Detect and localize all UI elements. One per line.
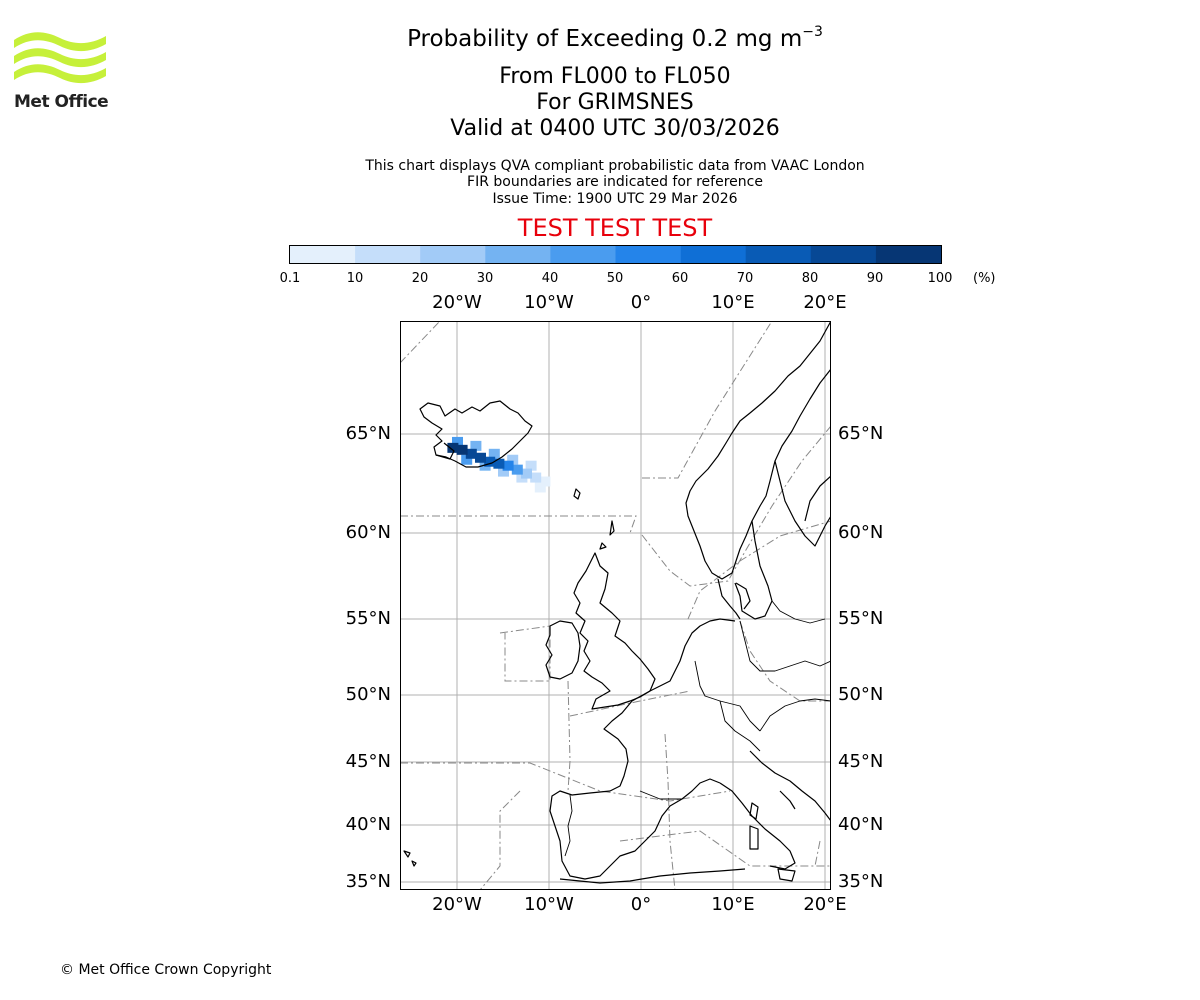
plume-cell <box>525 460 537 471</box>
lat-tick-left: 60°N <box>345 522 391 543</box>
colorbar-tick-label: 0.1 <box>279 271 301 286</box>
colorbar-swatch <box>875 246 942 263</box>
plume-cell <box>539 476 551 487</box>
lat-tick-left: 65°N <box>345 423 391 444</box>
colorbar-unit: (%) <box>973 271 996 286</box>
issue-time: Issue Time: 1900 UTC 29 Mar 2026 <box>492 191 738 207</box>
lon-tick-top: 20°E <box>803 292 847 313</box>
lat-tick-right: 55°N <box>838 608 884 629</box>
lat-tick-right: 65°N <box>838 423 884 444</box>
colorbar-swatch <box>615 246 681 263</box>
colorbar-tick-label: 30 <box>476 271 494 286</box>
lon-tick-top: 20°W <box>432 292 482 313</box>
plume-cell <box>470 440 482 451</box>
plume-cell <box>493 458 505 469</box>
colorbar-tick-label: 100 <box>927 271 953 286</box>
plume-cell <box>447 442 459 453</box>
lat-tick-right: 50°N <box>838 684 884 705</box>
lon-tick-bottom: 20°E <box>803 894 847 915</box>
colorbar-swatch <box>290 246 356 263</box>
plume-cell <box>521 468 532 479</box>
plume-cell <box>534 482 546 493</box>
valid-time: Valid at 0400 UTC 30/03/2026 <box>450 116 780 141</box>
info-line-2: FIR boundaries are indicated for referen… <box>467 174 763 190</box>
colorbar-tick-label: 20 <box>411 271 429 286</box>
copyright: © Met Office Crown Copyright <box>60 962 272 978</box>
colorbar-border <box>289 245 942 264</box>
plume-cell <box>456 444 468 455</box>
lon-tick-bottom: 10°E <box>711 894 755 915</box>
plume-cell <box>498 466 509 477</box>
lat-tick-right: 45°N <box>838 751 884 772</box>
coastlines <box>403 321 831 884</box>
lat-tick-right: 40°N <box>838 814 884 835</box>
lat-tick-left: 50°N <box>345 684 391 705</box>
lat-tick-left: 45°N <box>345 751 391 772</box>
lat-tick-left: 40°N <box>345 814 391 835</box>
colorbar-swatch <box>420 246 486 263</box>
plume-cell <box>465 448 477 459</box>
plume-cell <box>484 456 496 467</box>
map-frame <box>400 321 831 890</box>
plume-cell <box>530 472 542 483</box>
lat-tick-left: 55°N <box>345 608 391 629</box>
colorbar-swatch <box>745 246 812 263</box>
plume-cell <box>507 454 519 465</box>
logo-text: Met Office <box>14 92 109 112</box>
lon-tick-top: 10°W <box>524 292 574 313</box>
colorbar-swatch <box>485 246 551 263</box>
colorbar <box>289 245 942 264</box>
colorbar-swatch <box>680 246 746 263</box>
plume-cell <box>452 436 463 447</box>
test-banner: TEST TEST TEST <box>517 214 713 242</box>
colorbar-tick-label: 90 <box>866 271 884 286</box>
colorbar-tick-label: 80 <box>801 271 819 286</box>
map-panel[interactable] <box>400 321 831 890</box>
plume-cell <box>488 448 500 459</box>
ash-plume <box>447 436 551 493</box>
plume-cell <box>502 460 514 471</box>
info-line-1: This chart displays QVA compliant probab… <box>365 158 865 174</box>
chart-title: Probability of Exceeding 0.2 mg m−3 <box>407 24 823 52</box>
plume-cell <box>475 452 486 463</box>
lon-tick-bottom: 0° <box>630 894 652 915</box>
colorbar-swatch <box>810 246 877 263</box>
colorbar-tick-label: 60 <box>671 271 689 286</box>
lat-tick-left: 35°N <box>345 871 391 892</box>
flight-level-range: From FL000 to FL050 <box>499 64 731 89</box>
volcano-name: For GRIMSNES <box>536 90 694 115</box>
met-office-logo <box>14 32 106 84</box>
colorbar-swatch <box>550 246 616 263</box>
plume-cell <box>511 464 523 475</box>
colorbar-tick-label: 10 <box>346 271 364 286</box>
colorbar-tick-label: 70 <box>736 271 754 286</box>
plume-cell <box>461 454 473 465</box>
lon-tick-top: 0° <box>630 292 652 313</box>
colorbar-tick-label: 50 <box>606 271 624 286</box>
lat-tick-right: 60°N <box>838 522 884 543</box>
map-background <box>400 321 831 890</box>
lon-tick-bottom: 20°W <box>432 894 482 915</box>
lon-tick-bottom: 10°W <box>524 894 574 915</box>
colorbar-tick-label: 40 <box>541 271 559 286</box>
colorbar-swatch <box>355 246 421 263</box>
lat-tick-right: 35°N <box>838 871 884 892</box>
lon-tick-top: 10°E <box>711 292 755 313</box>
